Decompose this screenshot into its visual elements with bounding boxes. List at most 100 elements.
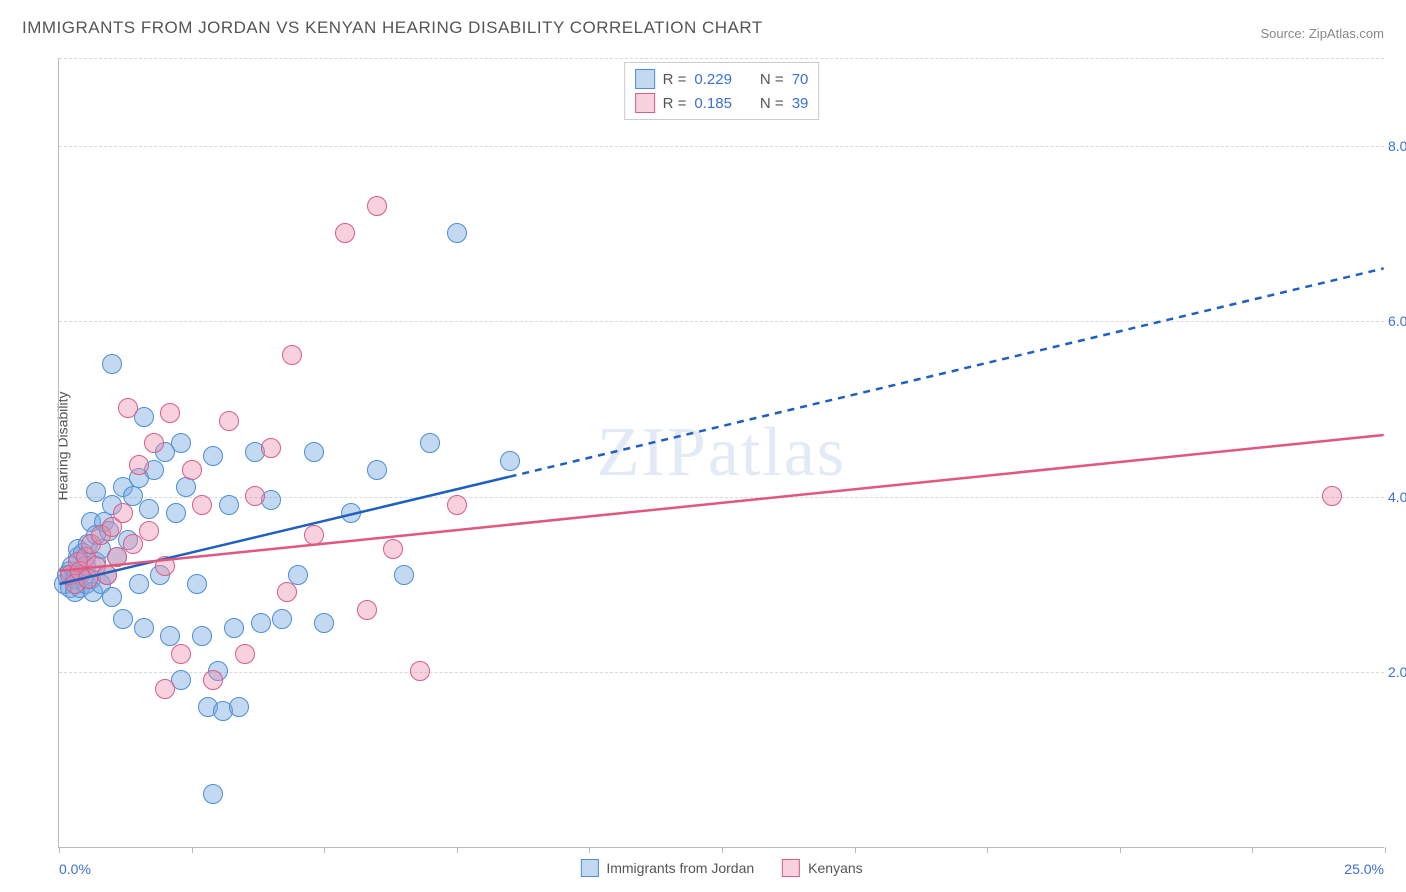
scatter-point — [500, 451, 520, 471]
scatter-point — [107, 547, 127, 567]
scatter-point — [171, 433, 191, 453]
x-tick — [192, 847, 193, 853]
legend-row-jordan: R = 0.229 N = 70 — [635, 67, 809, 91]
scatter-point — [129, 455, 149, 475]
scatter-point — [134, 618, 154, 638]
scatter-point — [144, 433, 164, 453]
source-prefix: Source: — [1260, 26, 1308, 41]
n-label: N = — [760, 95, 784, 112]
scatter-point — [182, 460, 202, 480]
scatter-point — [102, 587, 122, 607]
gridline — [59, 58, 1384, 59]
x-tick — [324, 847, 325, 853]
y-tick-label: 6.0% — [1388, 313, 1406, 329]
scatter-point — [203, 446, 223, 466]
scatter-point — [187, 574, 207, 594]
scatter-point — [219, 411, 239, 431]
scatter-point — [304, 525, 324, 545]
source-line: Source: ZipAtlas.com — [1260, 26, 1384, 41]
y-tick-label: 8.0% — [1388, 138, 1406, 154]
r-value-jordan: 0.229 — [694, 71, 732, 88]
x-tick — [722, 847, 723, 853]
scatter-point — [288, 565, 308, 585]
scatter-point — [357, 600, 377, 620]
n-value-jordan: 70 — [792, 71, 809, 88]
scatter-point — [139, 521, 159, 541]
gridline — [59, 672, 1384, 673]
legend-correlation: R = 0.229 N = 70 R = 0.185 N = 39 — [624, 62, 820, 120]
scatter-point — [129, 574, 149, 594]
scatter-point — [192, 495, 212, 515]
gridline — [59, 146, 1384, 147]
legend-swatch-kenyans-icon — [782, 859, 800, 877]
scatter-point — [97, 565, 117, 585]
scatter-point — [235, 644, 255, 664]
scatter-point — [341, 503, 361, 523]
scatter-point — [261, 438, 281, 458]
scatter-point — [410, 661, 430, 681]
scatter-point — [176, 477, 196, 497]
scatter-point — [277, 582, 297, 602]
scatter-point — [224, 618, 244, 638]
scatter-point — [335, 223, 355, 243]
x-tick — [1252, 847, 1253, 853]
legend-item-jordan: Immigrants from Jordan — [580, 859, 754, 877]
scatter-point — [304, 442, 324, 462]
x-axis-min-label: 0.0% — [59, 861, 91, 877]
x-tick — [59, 847, 60, 853]
x-tick — [1120, 847, 1121, 853]
scatter-point — [394, 565, 414, 585]
scatter-point — [203, 784, 223, 804]
scatter-point — [447, 223, 467, 243]
scatter-point — [139, 499, 159, 519]
scatter-point — [160, 403, 180, 423]
scatter-point — [219, 495, 239, 515]
r-value-kenyans: 0.185 — [694, 95, 732, 112]
scatter-point — [123, 534, 143, 554]
legend-swatch-jordan — [635, 69, 655, 89]
legend-label-kenyans: Kenyans — [808, 860, 862, 876]
r-label: R = — [663, 95, 687, 112]
scatter-point — [272, 609, 292, 629]
chart-title: IMMIGRANTS FROM JORDAN VS KENYAN HEARING… — [22, 18, 763, 38]
scatter-point — [282, 345, 302, 365]
scatter-point — [245, 486, 265, 506]
legend-series: Immigrants from Jordan Kenyans — [580, 859, 862, 877]
y-tick-label: 4.0% — [1388, 489, 1406, 505]
x-tick — [1385, 847, 1386, 853]
scatter-point — [166, 503, 186, 523]
x-axis-max-label: 25.0% — [1344, 861, 1384, 877]
scatter-point — [86, 482, 106, 502]
x-tick — [589, 847, 590, 853]
scatter-point — [203, 670, 223, 690]
scatter-point — [314, 613, 334, 633]
scatter-point — [1322, 486, 1342, 506]
scatter-point — [155, 556, 175, 576]
scatter-point — [113, 609, 133, 629]
scatter-point — [383, 539, 403, 559]
scatter-point — [155, 679, 175, 699]
x-tick — [987, 847, 988, 853]
scatter-point — [251, 613, 271, 633]
scatter-point — [420, 433, 440, 453]
n-value-kenyans: 39 — [792, 95, 809, 112]
plot-area: ZIPatlas R = 0.229 N = 70 R = 0.185 N = … — [58, 58, 1384, 848]
source-name: ZipAtlas.com — [1309, 26, 1384, 41]
scatter-point — [102, 354, 122, 374]
legend-swatch-jordan-icon — [580, 859, 598, 877]
legend-row-kenyans: R = 0.185 N = 39 — [635, 91, 809, 115]
x-tick — [457, 847, 458, 853]
legend-item-kenyans: Kenyans — [782, 859, 862, 877]
scatter-point — [171, 644, 191, 664]
watermark: ZIPatlas — [597, 413, 846, 493]
scatter-point — [113, 503, 133, 523]
scatter-point — [447, 495, 467, 515]
x-tick — [855, 847, 856, 853]
legend-label-jordan: Immigrants from Jordan — [606, 860, 754, 876]
scatter-point — [367, 460, 387, 480]
scatter-point — [192, 626, 212, 646]
legend-swatch-kenyans — [635, 93, 655, 113]
n-label: N = — [760, 71, 784, 88]
r-label: R = — [663, 71, 687, 88]
scatter-point — [229, 697, 249, 717]
